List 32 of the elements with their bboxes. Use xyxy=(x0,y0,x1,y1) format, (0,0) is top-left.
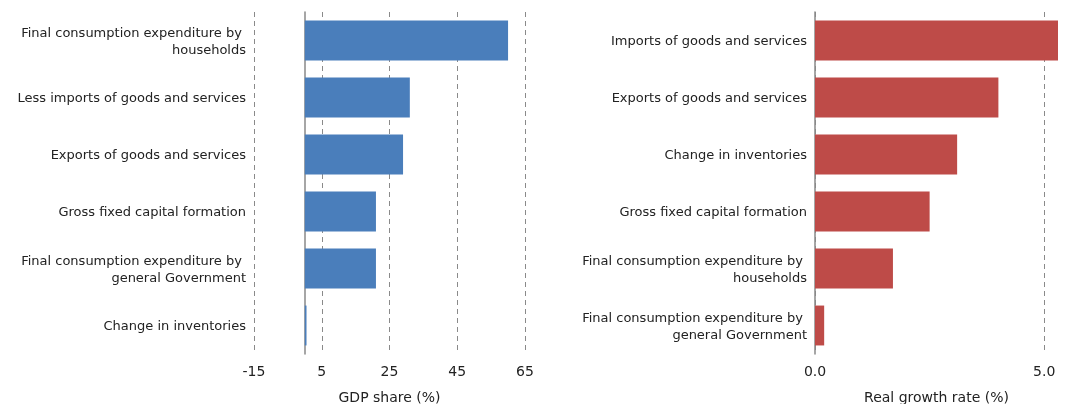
bar xyxy=(815,248,893,289)
x-tick-label: 45 xyxy=(448,363,467,379)
y-tick-label: Exports of goods and services xyxy=(611,90,808,105)
y-tick-label: Change in inventories xyxy=(664,147,808,162)
x-axis-title: GDP share (%) xyxy=(338,389,441,404)
x-axis-title: Real growth rate (%) xyxy=(864,389,1009,404)
bar xyxy=(815,77,999,118)
bar xyxy=(815,20,1058,61)
bar xyxy=(815,134,958,175)
bar xyxy=(815,305,825,346)
bar xyxy=(304,134,404,175)
y-tick-label: Final consumption expenditure by general Government xyxy=(582,309,807,342)
x-tick-label: 25 xyxy=(380,363,399,379)
x-tick-label: 5 xyxy=(317,363,327,379)
x-tick-label: 0.0 xyxy=(803,363,827,379)
bar xyxy=(304,20,509,61)
x-tick-label: -15 xyxy=(242,363,266,379)
y-tick-label: Final consumption expenditure by households xyxy=(582,252,808,285)
x-tick-label: 5.0 xyxy=(1033,363,1056,379)
y-tick-label: Less imports of goods and services xyxy=(17,90,247,105)
y-tick-label: Final consumption expenditure by households xyxy=(21,24,247,57)
y-tick-label: Gross fixed capital formation xyxy=(619,204,807,219)
y-tick-label: Change in inventories xyxy=(103,318,247,333)
x-tick-label: 65 xyxy=(516,363,534,379)
bar xyxy=(815,191,930,232)
y-tick-label: Final consumption expenditure by general Government xyxy=(21,252,246,285)
bar xyxy=(304,248,376,289)
bar xyxy=(304,77,410,118)
y-tick-label: Exports of goods and services xyxy=(50,147,247,162)
bar xyxy=(304,191,376,232)
y-tick-label: Imports of goods and services xyxy=(611,33,808,48)
y-tick-label: Gross fixed capital formation xyxy=(58,204,246,219)
